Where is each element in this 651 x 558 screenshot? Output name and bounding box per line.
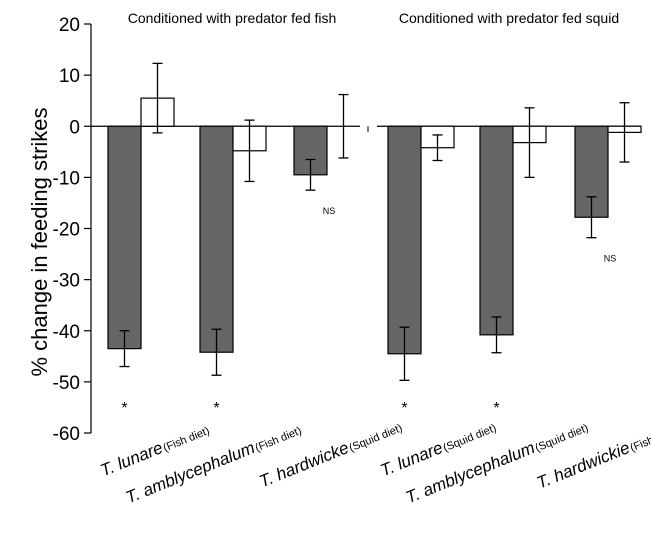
category-diet: (Fish diet) [629,425,651,454]
y-tick-label: -50 [53,373,80,394]
bar-series1-cat5 [479,125,514,336]
bar-series1-cat4 [387,125,422,355]
y-axis-label: % change in feeding strikes [27,107,52,376]
category-diet: (Fish diet) [254,425,304,454]
significance-marker: * [401,400,407,417]
y-tick-label: -40 [53,322,80,343]
panel-title-squid: Conditioned with predator fed squid [399,10,619,26]
category-label: T. hardwickie(Fish diet) [534,425,651,493]
y-tick-label: 10 [59,66,80,87]
category-diet: (Squid diet) [348,422,405,454]
category-diet: (Squid diet) [442,422,499,454]
category-diet: (Squid diet) [534,422,591,454]
bars: * * NS * * NS [91,62,642,417]
bar-series1-cat1 [107,125,142,350]
significance-marker: NS [323,206,336,216]
significance-marker: * [493,400,499,417]
y-tick-label: -30 [53,271,80,292]
category-name: T. lunare [98,438,166,480]
significance-marker: * [121,400,127,417]
category-diet: (Fish diet) [162,425,212,454]
category-name: T. lunare [378,438,446,480]
y-tick-label: -10 [53,168,80,189]
significance-marker: * [213,400,219,417]
y-tick-label: 0 [69,117,80,138]
panel-title-fish: Conditioned with predator fed fish [128,10,337,26]
category-label: T. hardwicke(Squid diet) [256,422,405,491]
category-labels: T. lunare(Fish diet)T. amblycephalum(Fis… [98,422,651,507]
y-tick-label: -20 [53,220,80,241]
significance-marker: NS [604,254,617,264]
bar-series1-cat2 [199,125,234,353]
y-tick-label: -60 [53,424,80,445]
category-label: T. amblycephalum(Fish diet) [123,425,304,507]
y-axis: 20 10 0 -10 -20 -30 -40 -50 -60 [53,15,92,445]
y-tick-label: 20 [59,15,80,36]
